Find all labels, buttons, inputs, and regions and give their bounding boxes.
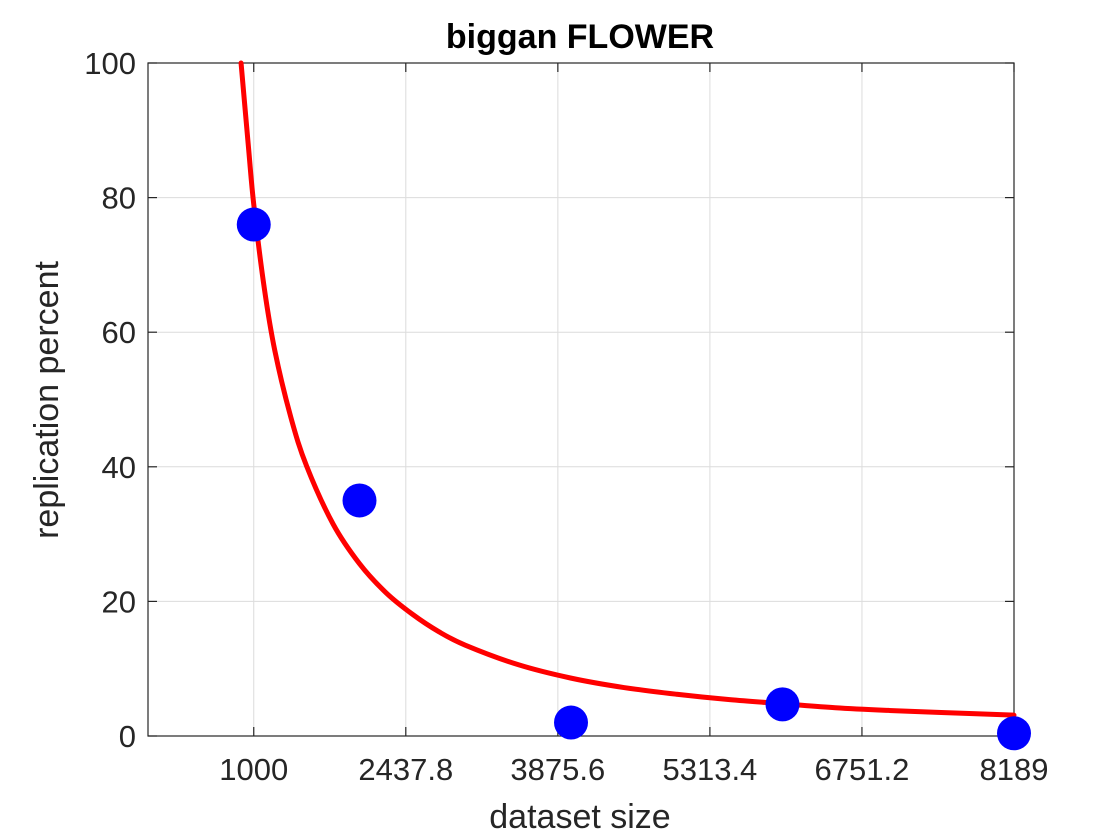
x-tick-label: 2437.8 <box>358 752 453 787</box>
x-axis-label: dataset size <box>489 798 670 836</box>
tick-marks <box>148 62 1015 737</box>
data-point <box>236 207 271 242</box>
chart-title: biggan FLOWER <box>446 18 714 56</box>
fit-curve-line <box>238 60 1017 718</box>
x-tick-labels: 1000 2437.8 3875.6 5313.4 6751.2 8189 <box>219 752 1048 787</box>
data-point <box>554 705 589 740</box>
y-tick-label: 20 <box>102 584 136 619</box>
y-axis-label: replication percent <box>28 261 66 539</box>
y-tick-label: 100 <box>84 46 136 81</box>
x-tick-label: 1000 <box>219 752 288 787</box>
x-tick-label: 8189 <box>980 752 1049 787</box>
y-tick-labels: 0 20 40 60 80 100 <box>84 46 136 754</box>
data-point <box>997 716 1031 751</box>
x-tick-label: 5313.4 <box>662 752 757 787</box>
data-point <box>765 687 800 722</box>
data-point <box>342 483 377 518</box>
y-tick-label: 60 <box>102 315 136 350</box>
x-tick-label: 3875.6 <box>510 752 605 787</box>
plot-area-frame <box>147 62 1015 737</box>
y-tick-label: 40 <box>102 450 136 485</box>
x-tick-label: 6751.2 <box>815 752 910 787</box>
grid-lines <box>148 62 1015 737</box>
y-tick-label: 80 <box>102 181 136 216</box>
y-tick-label: 0 <box>119 719 136 754</box>
series-layer <box>236 60 1031 751</box>
